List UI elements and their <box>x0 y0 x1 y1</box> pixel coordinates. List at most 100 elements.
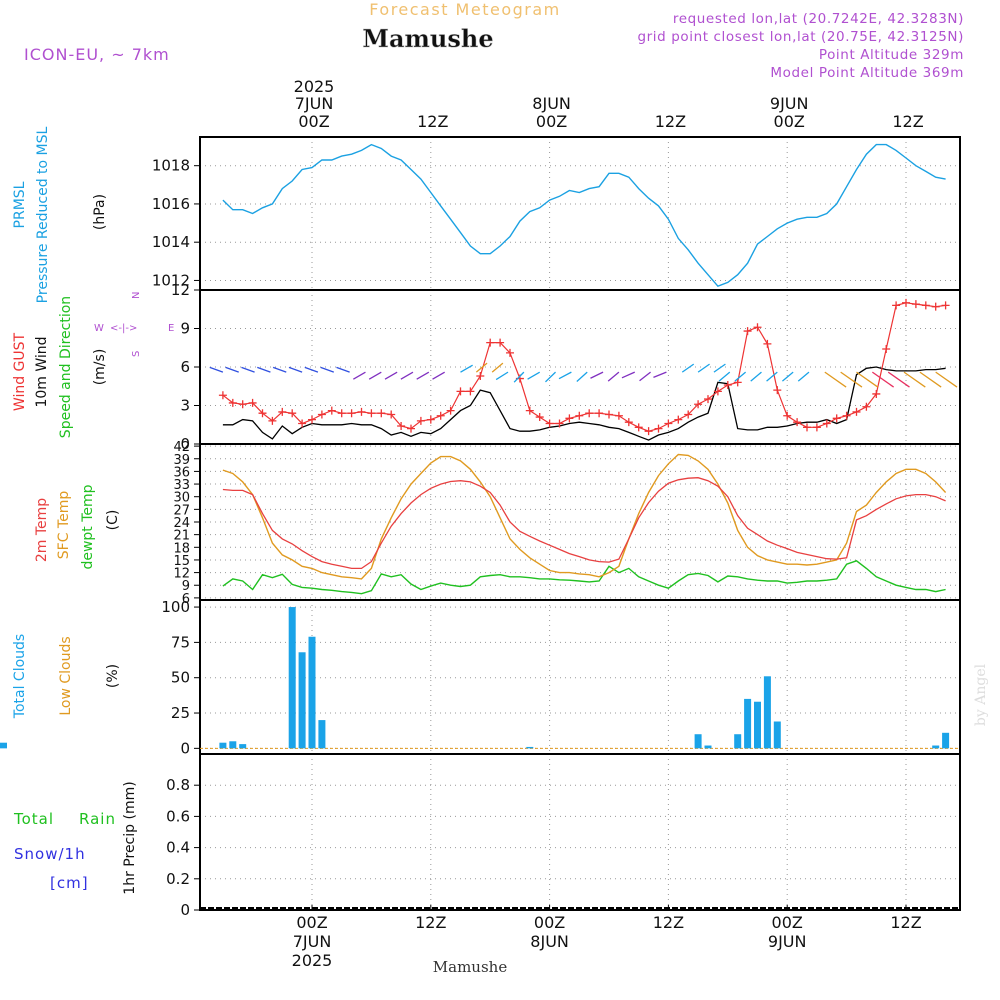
compass-e: E <box>168 323 174 334</box>
compass-s: S <box>131 351 142 357</box>
time-label-hour: 00Z <box>534 913 565 932</box>
clouds-unit: (%) <box>105 664 121 688</box>
rain-label-b: Rain <box>79 810 116 828</box>
cloud-bar <box>942 732 950 749</box>
gust-marker <box>634 423 643 432</box>
wind-direction-arrow <box>432 371 445 380</box>
gust-marker <box>327 406 336 415</box>
y-tick-label: 6 <box>182 592 190 607</box>
gust-marker <box>773 386 782 395</box>
dewpoint-line <box>222 560 946 595</box>
gust-marker <box>238 400 247 409</box>
wind-direction-arrow <box>797 371 810 382</box>
pressure-unit: (hPa) <box>92 194 108 230</box>
wind-direction-arrow <box>590 371 604 379</box>
time-label-hour: 12Z <box>892 112 923 131</box>
gust-marker <box>793 418 802 427</box>
gust-marker <box>723 380 732 389</box>
gust-marker <box>674 415 683 424</box>
y-tick-label: 42 <box>173 440 190 455</box>
y-tick-label: 0.8 <box>166 776 190 794</box>
gust-marker <box>308 415 316 424</box>
gust-marker <box>535 413 544 422</box>
wind-direction-arrow <box>272 366 287 373</box>
gust-marker <box>694 400 703 409</box>
cloud-bar <box>744 698 752 749</box>
wind-direction-arrow <box>919 371 942 388</box>
cloud-bar <box>318 720 326 749</box>
y-tick-label: 75 <box>171 633 190 651</box>
cloud-bar <box>763 676 771 749</box>
time-label-hour: 00Z <box>298 112 329 131</box>
time-label-date: 9JUN <box>768 932 807 951</box>
gust-marker <box>585 409 594 418</box>
wind-direction-arrow <box>713 363 726 373</box>
gust-marker <box>228 398 237 407</box>
wind-direction-arrow <box>304 366 319 373</box>
wind-direction-arrow <box>871 371 895 388</box>
y-tick-label: 21 <box>173 529 190 544</box>
time-label-date: 7JUN <box>293 932 332 951</box>
time-label-hour: 12Z <box>655 112 686 131</box>
compass-arrows-h: <-|-> <box>110 323 137 334</box>
cloud-bar <box>239 744 247 749</box>
y-tick-label: 3 <box>180 397 190 415</box>
compass-icon: W E <-|-> N S <box>94 292 174 357</box>
gust-marker <box>545 419 554 428</box>
time-label-hour: 12Z <box>653 913 684 932</box>
forecast-title: Forecast Meteogram <box>369 0 560 19</box>
footer-place: Mamushe <box>433 958 508 976</box>
gust-marker <box>268 416 277 425</box>
wind-direction-arrow <box>527 371 541 380</box>
time-label-year: 2025 <box>294 77 335 96</box>
cloud-bar <box>773 721 781 749</box>
cloud-bar <box>308 636 316 749</box>
y-tick-label: 0.4 <box>166 839 190 857</box>
gust-marker <box>218 391 227 400</box>
panel-frame <box>199 753 961 911</box>
gust-marker <box>654 424 663 433</box>
wind-direction-arrow <box>491 362 504 373</box>
wind-direction-arrow <box>475 362 488 373</box>
time-label-date: 8JUN <box>530 932 569 951</box>
y-tick-label: 33 <box>173 478 190 493</box>
time-label-hour: 12Z <box>417 112 448 131</box>
gust-marker <box>733 378 742 387</box>
wind-direction-arrow <box>209 366 224 373</box>
snow-unit-label: [cm] <box>50 874 89 892</box>
wind-direction-arrow <box>607 371 620 382</box>
wind-direction-arrow <box>781 371 794 382</box>
time-label-date: 7JUN <box>295 94 334 113</box>
wind-dir-label: Speed and Direction <box>58 296 74 438</box>
model-altitude: Model Point Altitude 369m <box>770 65 964 81</box>
gust-marker <box>258 409 267 418</box>
cloud-bar <box>288 607 296 749</box>
y-tick-label: 25 <box>171 704 190 722</box>
wind-direction-arrow <box>856 371 879 388</box>
wind-direction-arrow <box>734 371 747 382</box>
time-label-date: 9JUN <box>770 94 809 113</box>
wind-direction-arrow <box>887 371 910 388</box>
gust-marker <box>496 338 505 347</box>
wind-direction-arrow <box>576 371 588 382</box>
wind-direction-arrow <box>460 364 473 373</box>
gust-marker <box>367 409 376 418</box>
sfc-temp-line <box>222 453 947 580</box>
wind-direction-arrow <box>766 371 778 382</box>
y-tick-label: 0.2 <box>166 870 190 888</box>
gust-marker <box>347 409 356 418</box>
wind-direction-arrow <box>545 371 556 383</box>
y-tick-label: 1018 <box>152 157 190 175</box>
time-label-hour: 00Z <box>296 913 327 932</box>
requested-coords: requested lon,lat (20.7242E, 42.3283N) <box>673 11 964 27</box>
gust-marker <box>595 409 604 418</box>
gust-marker <box>704 395 712 404</box>
y-tick-label: 1016 <box>152 195 190 213</box>
y-tick-label: 100 <box>161 598 190 616</box>
model-label: ICON-EU, ~ 7km <box>24 45 170 64</box>
gust-marker <box>605 410 613 419</box>
y-tick-label: 0 <box>180 435 190 453</box>
gust-marker <box>377 409 386 418</box>
wind-direction-arrow <box>718 371 731 382</box>
